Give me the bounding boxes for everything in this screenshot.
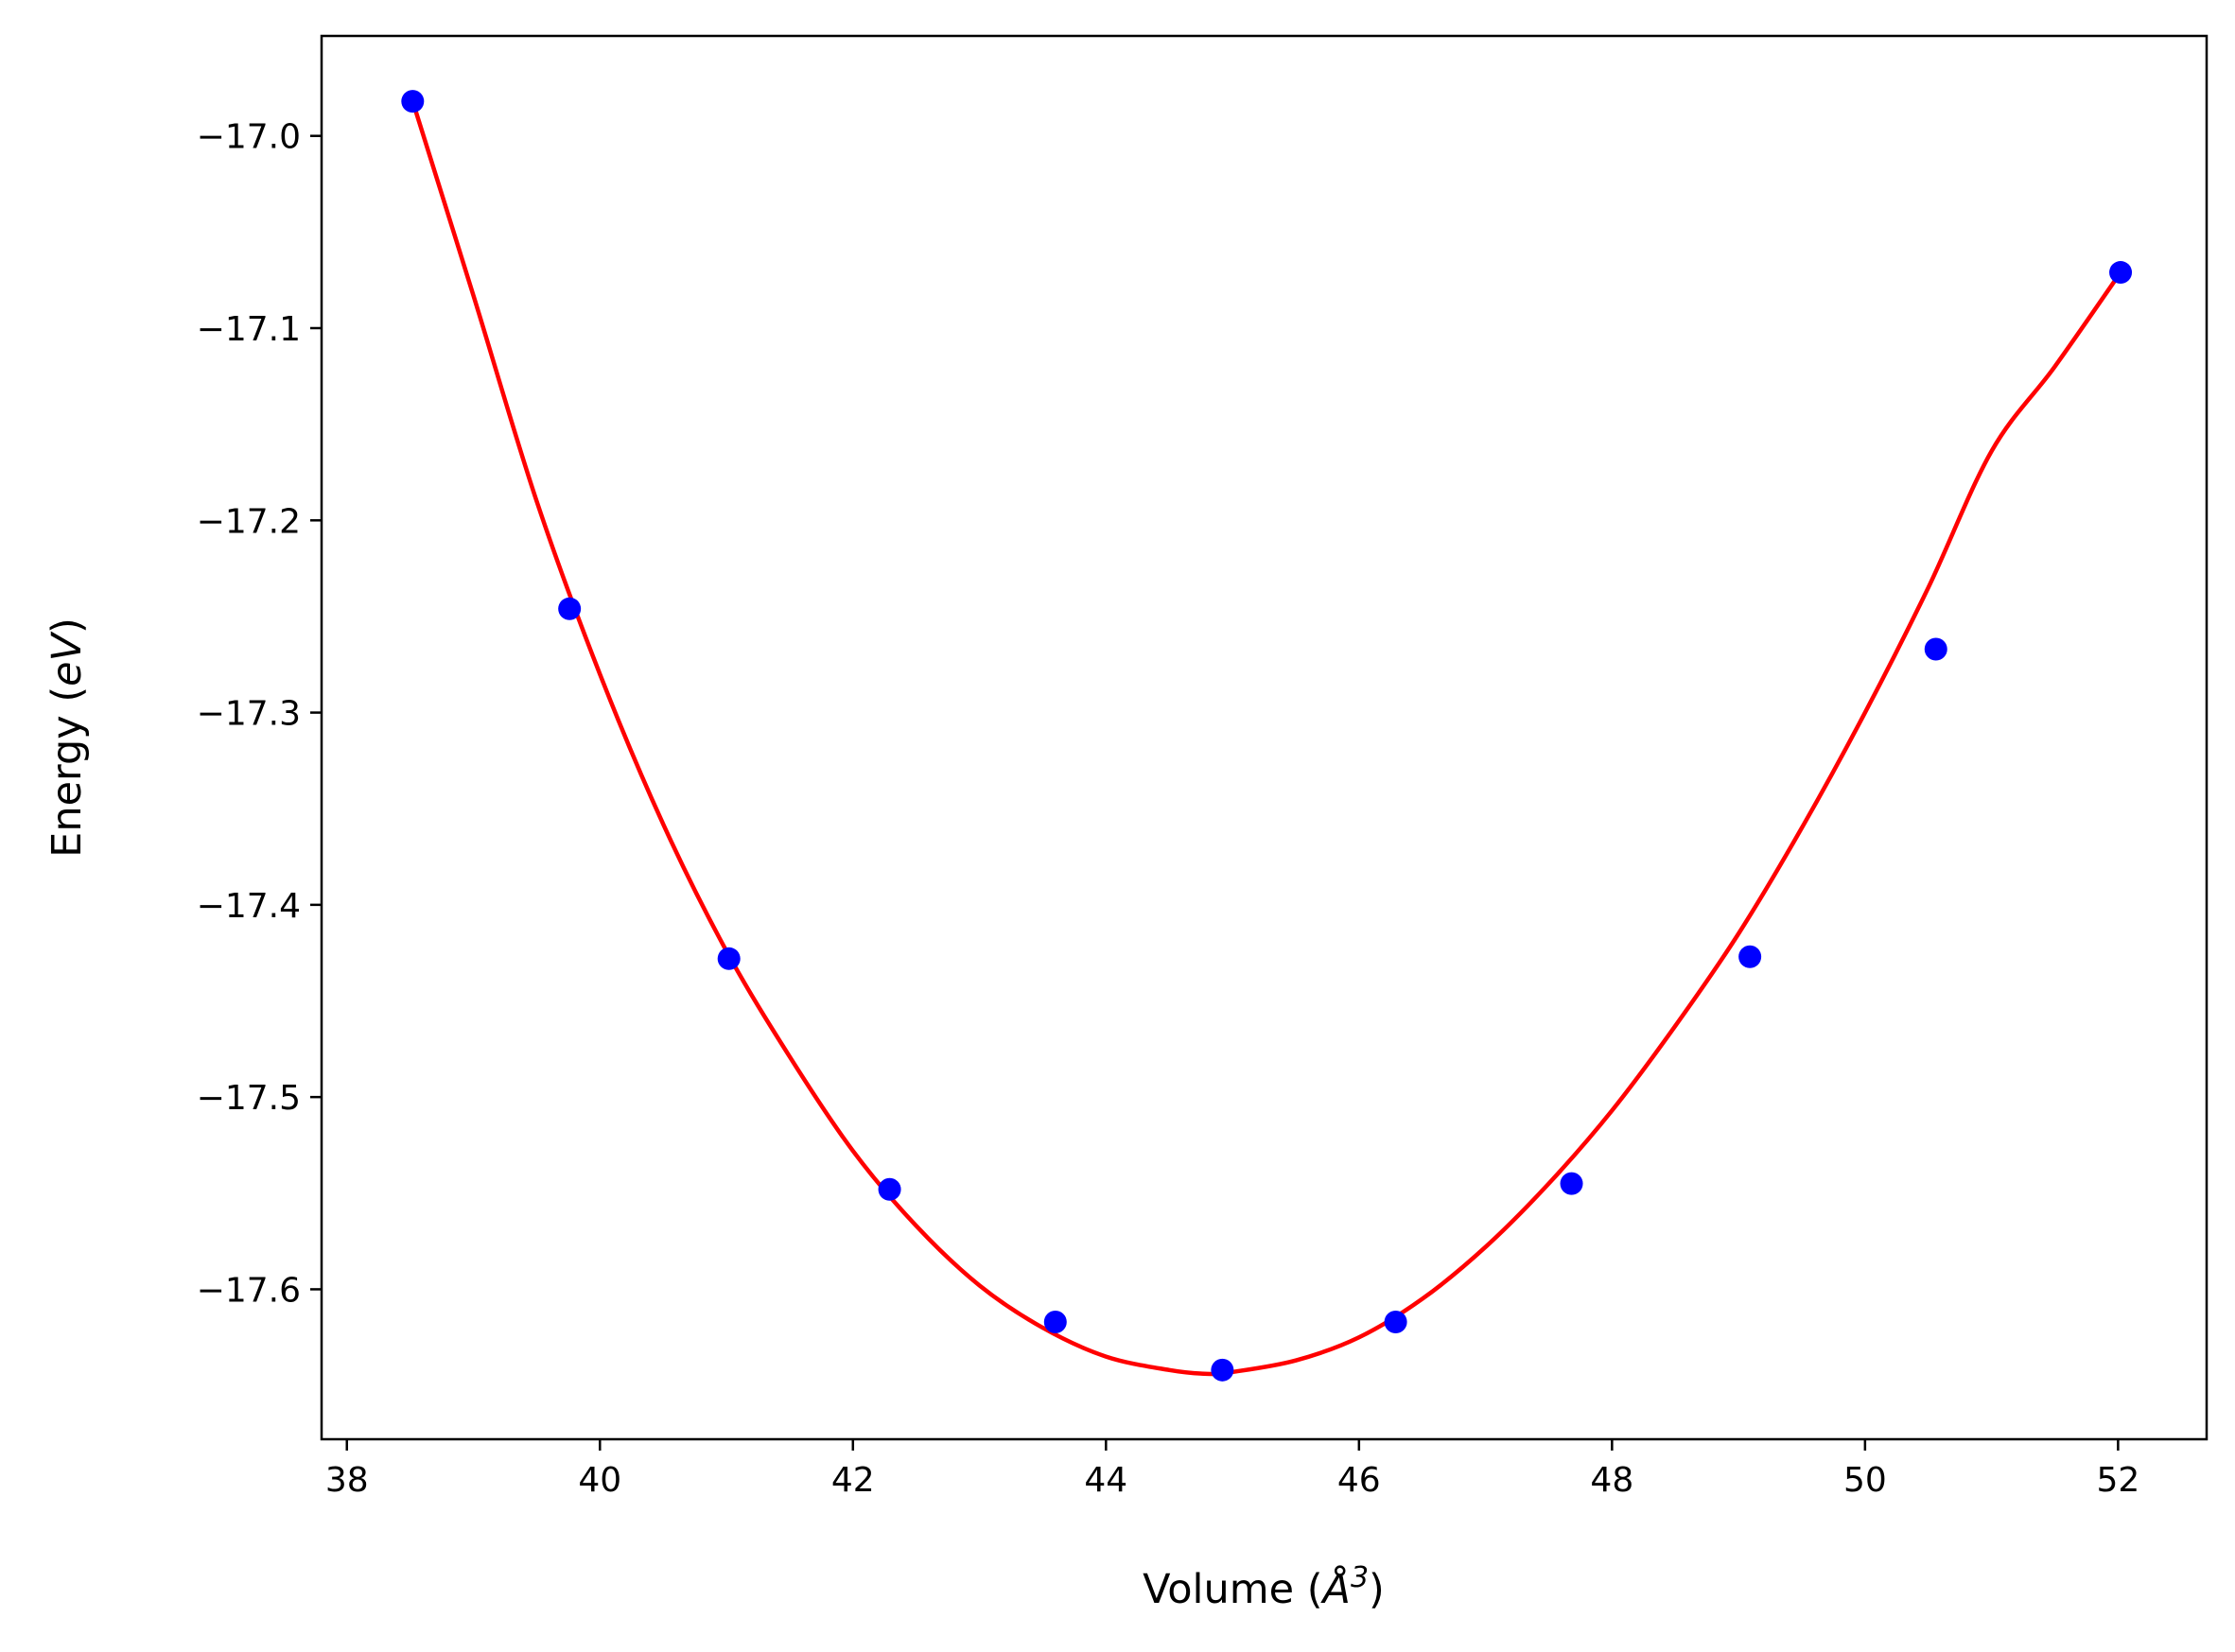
data-point [401,90,425,113]
y-tick-label: −17.4 [197,887,301,926]
x-tick-label: 48 [1590,1461,1633,1500]
x-tick-label: 40 [578,1461,621,1500]
data-point [1924,637,1947,661]
data-point [717,947,741,970]
plot-background [322,36,2207,1439]
y-tick-label: −17.0 [197,118,301,157]
data-point [1738,945,1762,968]
y-tick-label: −17.1 [197,310,301,349]
data-point [1560,1172,1583,1195]
x-tick-label: 42 [831,1461,875,1500]
x-axis-label: Volume (Å3) [1143,1561,1385,1614]
x-tick-label: 50 [1843,1461,1887,1500]
x-tick-label: 46 [1337,1461,1381,1500]
plot-frame [320,34,2209,1441]
data-point [558,597,582,620]
data-points-layer [401,90,2133,1382]
data-point [878,1177,901,1201]
y-axis-label: Energy (eV) [44,617,91,858]
y-tick-label: −17.5 [197,1079,301,1118]
y-tick-label: −17.6 [197,1271,301,1310]
y-tick-label: −17.2 [197,502,301,541]
x-tick-label: 38 [325,1461,369,1500]
data-point [1384,1310,1407,1333]
data-point [2109,261,2133,285]
data-point [1043,1310,1067,1333]
y-axis-ticks: −17.0 −17.1 −17.2 −17.3 −17.4 −17.5 −17.6 [197,118,322,1310]
x-tick-label: 44 [1084,1461,1127,1500]
x-tick-label: 52 [2096,1461,2139,1500]
y-tick-label: −17.3 [197,695,301,734]
data-point [1211,1358,1234,1382]
x-axis-ticks: 38 40 42 44 46 48 50 52 [325,1439,2139,1500]
